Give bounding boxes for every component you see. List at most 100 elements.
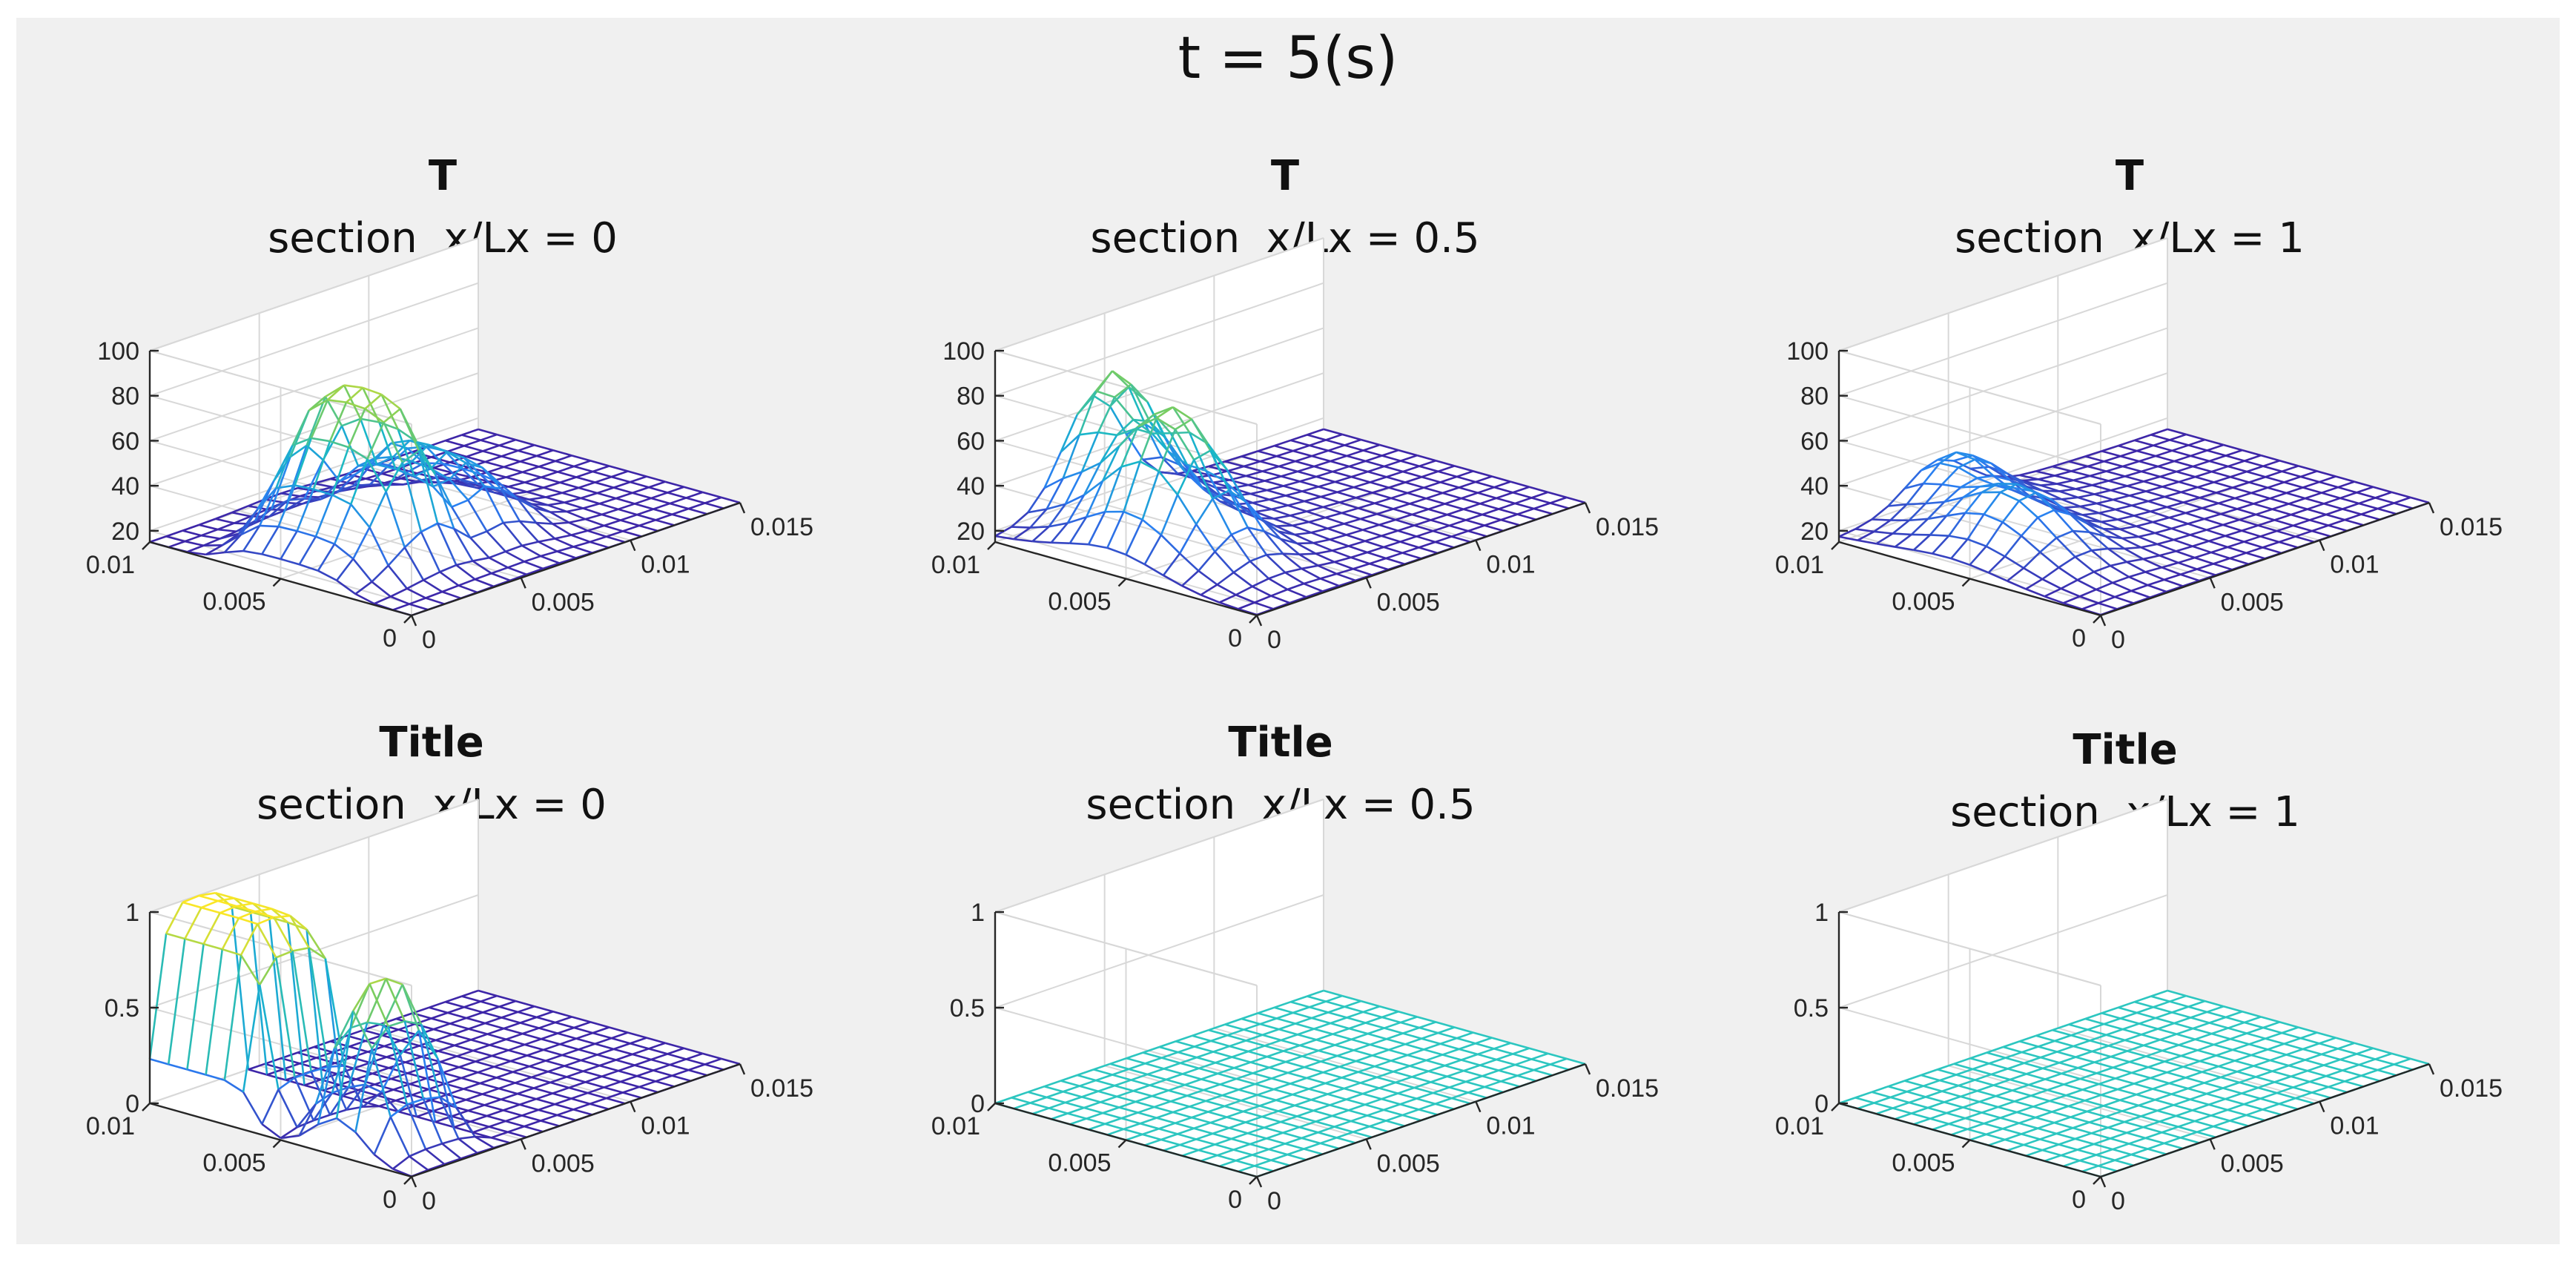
surface-mesh-line bbox=[2166, 506, 2186, 515]
surface-mesh-line bbox=[1411, 508, 1429, 516]
surface-mesh-line bbox=[2227, 541, 2245, 549]
surface-mesh-line bbox=[1231, 486, 1251, 495]
surface-mesh-line bbox=[458, 584, 478, 594]
surface-mesh-line bbox=[1423, 486, 1443, 495]
surface-mesh-line bbox=[611, 475, 631, 483]
surface-mesh-line bbox=[1416, 529, 1433, 538]
surface-mesh-line bbox=[2098, 1077, 2116, 1086]
surface-mesh-line bbox=[2271, 1064, 2289, 1072]
surface-mesh-line bbox=[578, 481, 595, 489]
surface-mesh-line bbox=[2239, 513, 2256, 521]
surface-mesh-line bbox=[201, 899, 219, 909]
surface-mesh-line bbox=[1313, 538, 1330, 544]
y-tick-mark bbox=[1961, 1139, 1971, 1149]
surface-mesh-line bbox=[2360, 507, 2378, 515]
surface-mesh-line bbox=[634, 1064, 654, 1071]
surface-mesh-line bbox=[1327, 523, 1344, 529]
y-tick-label: 0 bbox=[383, 1186, 397, 1214]
surface-mesh-line bbox=[371, 1048, 392, 1117]
surface-mesh-line bbox=[529, 1065, 549, 1073]
surface-mesh-line bbox=[440, 1055, 458, 1063]
surface-mesh-line bbox=[2202, 1065, 2219, 1074]
surface-mesh-line bbox=[1838, 528, 1856, 538]
surface-mesh-line bbox=[2187, 1000, 2205, 1008]
surface-mesh-line bbox=[2267, 1043, 2285, 1051]
surface-mesh-line bbox=[531, 1076, 551, 1084]
surface-mesh-line bbox=[2207, 1005, 2225, 1014]
surface-mesh-line bbox=[1259, 1105, 1279, 1112]
surface-mesh-line bbox=[1255, 511, 1275, 520]
surface-mesh-line bbox=[573, 1109, 593, 1116]
surface-mesh-line bbox=[1280, 1120, 1300, 1129]
surface-mesh-line bbox=[2077, 571, 2095, 581]
surface-mesh-line bbox=[2195, 1038, 2215, 1046]
surface-mesh-line bbox=[1257, 1088, 1275, 1096]
surface-mesh-line bbox=[1924, 483, 1943, 504]
surface-mesh-line bbox=[2309, 513, 2327, 521]
surface-mesh-line bbox=[2042, 1067, 2062, 1075]
surface-mesh-line bbox=[2227, 1027, 2248, 1034]
surface-mesh-line bbox=[1350, 556, 1370, 565]
z-tick-label: 0.5 bbox=[105, 994, 139, 1023]
surface-mesh-line bbox=[1140, 1122, 1160, 1130]
surface-mesh-line bbox=[2211, 465, 2229, 473]
y-tick-label: 0.005 bbox=[1892, 588, 1955, 616]
surface-mesh-line bbox=[521, 544, 541, 558]
surface-mesh-line bbox=[2004, 1133, 2022, 1141]
surface-mesh-line bbox=[1516, 1068, 1534, 1077]
surface-mesh-line bbox=[2103, 1105, 2123, 1112]
surface-mesh-line bbox=[392, 1155, 410, 1170]
surface-mesh-line bbox=[1378, 518, 1396, 526]
surface-mesh-line bbox=[148, 933, 168, 1060]
surface-mesh-line bbox=[2358, 502, 2378, 510]
surface-mesh-line bbox=[1323, 428, 1343, 436]
surface-mesh-line bbox=[414, 467, 432, 478]
surface-mesh-line bbox=[346, 401, 366, 410]
surface-mesh-line bbox=[1399, 541, 1419, 549]
surface-mesh-line bbox=[2206, 529, 2226, 538]
surface-mesh-line bbox=[2279, 459, 2299, 467]
surface-mesh-line bbox=[2192, 1022, 2210, 1030]
surface-mesh-line bbox=[387, 1025, 409, 1105]
surface-mesh-line bbox=[1095, 390, 1115, 398]
surface-mesh-line bbox=[475, 1054, 492, 1063]
surface-mesh-line bbox=[308, 399, 328, 412]
surface-mesh-line bbox=[370, 483, 387, 486]
surface-mesh-line bbox=[1060, 434, 1080, 453]
x-tick-label: 0.005 bbox=[1377, 588, 1440, 616]
surface-mesh-line bbox=[2339, 492, 2357, 500]
surface-mesh-line bbox=[1066, 495, 1086, 524]
surface-mesh-line bbox=[1243, 465, 1263, 472]
surface-mesh-line bbox=[314, 1045, 334, 1054]
surface-mesh-line bbox=[2078, 1067, 2097, 1074]
surface-mesh-line bbox=[538, 538, 555, 543]
surface-mesh-line bbox=[1459, 486, 1479, 494]
surface-mesh-line bbox=[1404, 1043, 1424, 1051]
surface-mesh-line bbox=[2150, 1071, 2167, 1080]
surface-mesh-line bbox=[2232, 1043, 2250, 1051]
surface-mesh-line bbox=[2030, 1094, 2050, 1103]
surface-mesh-line bbox=[2234, 1054, 2252, 1062]
surface-mesh-line bbox=[415, 441, 435, 487]
surface-mesh-line bbox=[1156, 406, 1174, 419]
surface-mesh-line bbox=[2047, 1083, 2064, 1091]
surface-mesh-line bbox=[1516, 513, 1536, 521]
surface-mesh-line bbox=[2079, 588, 2097, 598]
surface-mesh-line bbox=[1459, 1043, 1476, 1051]
surface-mesh-line bbox=[1369, 1125, 1389, 1133]
surface-mesh-line bbox=[1156, 1117, 1176, 1124]
surface-mesh-line bbox=[2374, 1052, 2392, 1060]
surface-mesh-line bbox=[1307, 428, 1324, 436]
surface-mesh-line bbox=[1332, 1109, 1350, 1117]
surface-mesh-line bbox=[336, 558, 354, 581]
surface-mesh-line bbox=[482, 444, 500, 452]
surface-mesh-line bbox=[1245, 1115, 1263, 1123]
box-edge bbox=[1838, 911, 2101, 986]
surface-mesh-line bbox=[2230, 476, 2250, 483]
surface-mesh-line bbox=[611, 1031, 629, 1040]
surface-mesh-line bbox=[606, 530, 624, 538]
surface-mesh-line bbox=[1965, 1117, 1984, 1125]
surface-mesh-line bbox=[221, 917, 240, 950]
surface-mesh-line bbox=[1097, 1084, 1115, 1092]
surface-mesh-line bbox=[2026, 1067, 2044, 1075]
